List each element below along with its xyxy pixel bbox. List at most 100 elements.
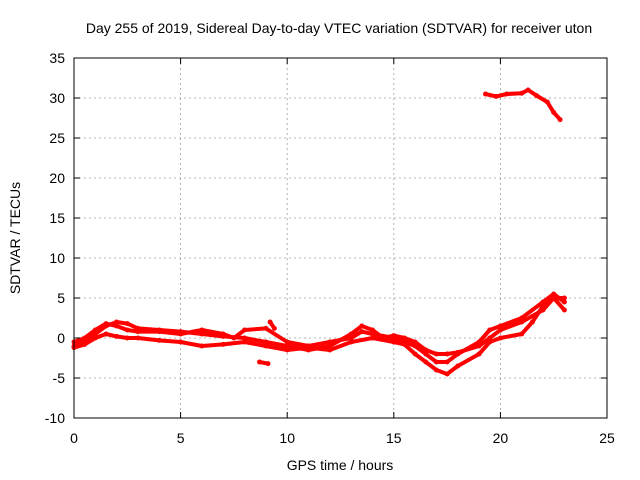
data-point (525, 87, 531, 93)
grid (74, 58, 607, 418)
y-tick-label: 20 (49, 170, 65, 186)
series-trace-upper (483, 87, 563, 123)
data-point (529, 319, 535, 325)
data-point (476, 351, 482, 357)
data-point (284, 347, 290, 353)
data-point (455, 363, 461, 369)
y-tick-label: 15 (49, 210, 65, 226)
data-series (71, 87, 567, 377)
series-trace-1 (71, 295, 567, 357)
data-point (412, 339, 418, 345)
data-point (476, 339, 482, 345)
data-point (444, 359, 450, 365)
data-point (359, 329, 365, 335)
data-point (242, 327, 248, 333)
data-point (540, 303, 546, 309)
data-point (135, 335, 141, 341)
y-tick-label: 35 (49, 50, 65, 66)
data-point (455, 351, 461, 357)
data-point (271, 325, 277, 331)
data-point (178, 339, 184, 345)
x-tick-label: 5 (177, 430, 185, 446)
data-point (534, 93, 540, 99)
data-point (124, 327, 130, 333)
y-tick-label: -5 (53, 370, 66, 386)
data-point (156, 329, 162, 335)
y-axis-label: SDTVAR / TECUs (7, 182, 23, 294)
series-blip-2 (267, 319, 277, 331)
data-point (551, 291, 557, 297)
data-point (483, 91, 488, 97)
series-trace-2 (71, 291, 567, 365)
data-point (242, 339, 248, 345)
data-point (519, 319, 525, 325)
plot-frame (73, 57, 608, 419)
data-point (433, 367, 439, 373)
data-point (257, 359, 262, 365)
data-point (402, 341, 407, 347)
data-point (199, 343, 205, 349)
x-tick-label: 25 (599, 430, 615, 446)
data-point (412, 351, 418, 357)
data-point (124, 335, 130, 341)
data-point (433, 351, 439, 357)
data-point (557, 117, 563, 123)
data-point (220, 331, 226, 337)
data-point (284, 339, 290, 345)
x-tick-label: 20 (493, 430, 509, 446)
data-point (306, 345, 311, 351)
data-point (423, 359, 429, 365)
data-point (497, 323, 503, 329)
data-point (114, 323, 120, 329)
data-point (444, 351, 450, 357)
data-point (402, 335, 407, 341)
data-point (103, 321, 109, 327)
data-point (263, 343, 269, 349)
data-point (423, 351, 429, 357)
data-point (444, 371, 450, 377)
data-point (370, 335, 375, 341)
data-point (327, 347, 333, 353)
data-point (519, 315, 525, 321)
data-point (544, 99, 550, 105)
x-axis-label: GPS time / hours (287, 457, 394, 473)
x-tick-label: 0 (70, 430, 78, 446)
data-point (92, 335, 98, 341)
data-point (82, 341, 88, 347)
data-point (267, 319, 273, 325)
y-tick-label: 5 (57, 290, 65, 306)
data-point (487, 339, 493, 345)
data-point (92, 327, 98, 333)
data-point (519, 90, 525, 96)
data-point (551, 295, 557, 301)
chart-title: Day 255 of 2019, Sidereal Day-to-day VTE… (86, 20, 592, 36)
y-tick-label: 0 (57, 330, 65, 346)
y-tick-label: 25 (49, 130, 65, 146)
data-point (220, 341, 226, 347)
data-point (114, 319, 120, 325)
data-point (359, 323, 365, 329)
data-point (348, 335, 354, 341)
data-point (551, 109, 557, 115)
data-point (242, 335, 248, 341)
data-point (263, 339, 269, 345)
data-point (348, 339, 354, 345)
data-point (370, 327, 375, 333)
series-line (72, 296, 567, 356)
data-point (561, 299, 567, 305)
data-point (504, 91, 510, 97)
data-point (391, 339, 397, 345)
data-point (82, 335, 88, 341)
data-point (114, 333, 120, 339)
data-point (391, 335, 397, 341)
x-tick-label: 15 (386, 430, 402, 446)
ticks: 0 5 10 15 20 25 -10 -5 0 5 10 15 20 25 30 35 (45, 50, 615, 446)
data-point (561, 307, 567, 313)
data-point (327, 343, 333, 349)
y-tick-label: 10 (49, 250, 65, 266)
y-tick-label: 30 (49, 90, 65, 106)
data-point (199, 331, 205, 337)
data-point (519, 331, 525, 337)
y-tick-label: -10 (45, 410, 65, 426)
